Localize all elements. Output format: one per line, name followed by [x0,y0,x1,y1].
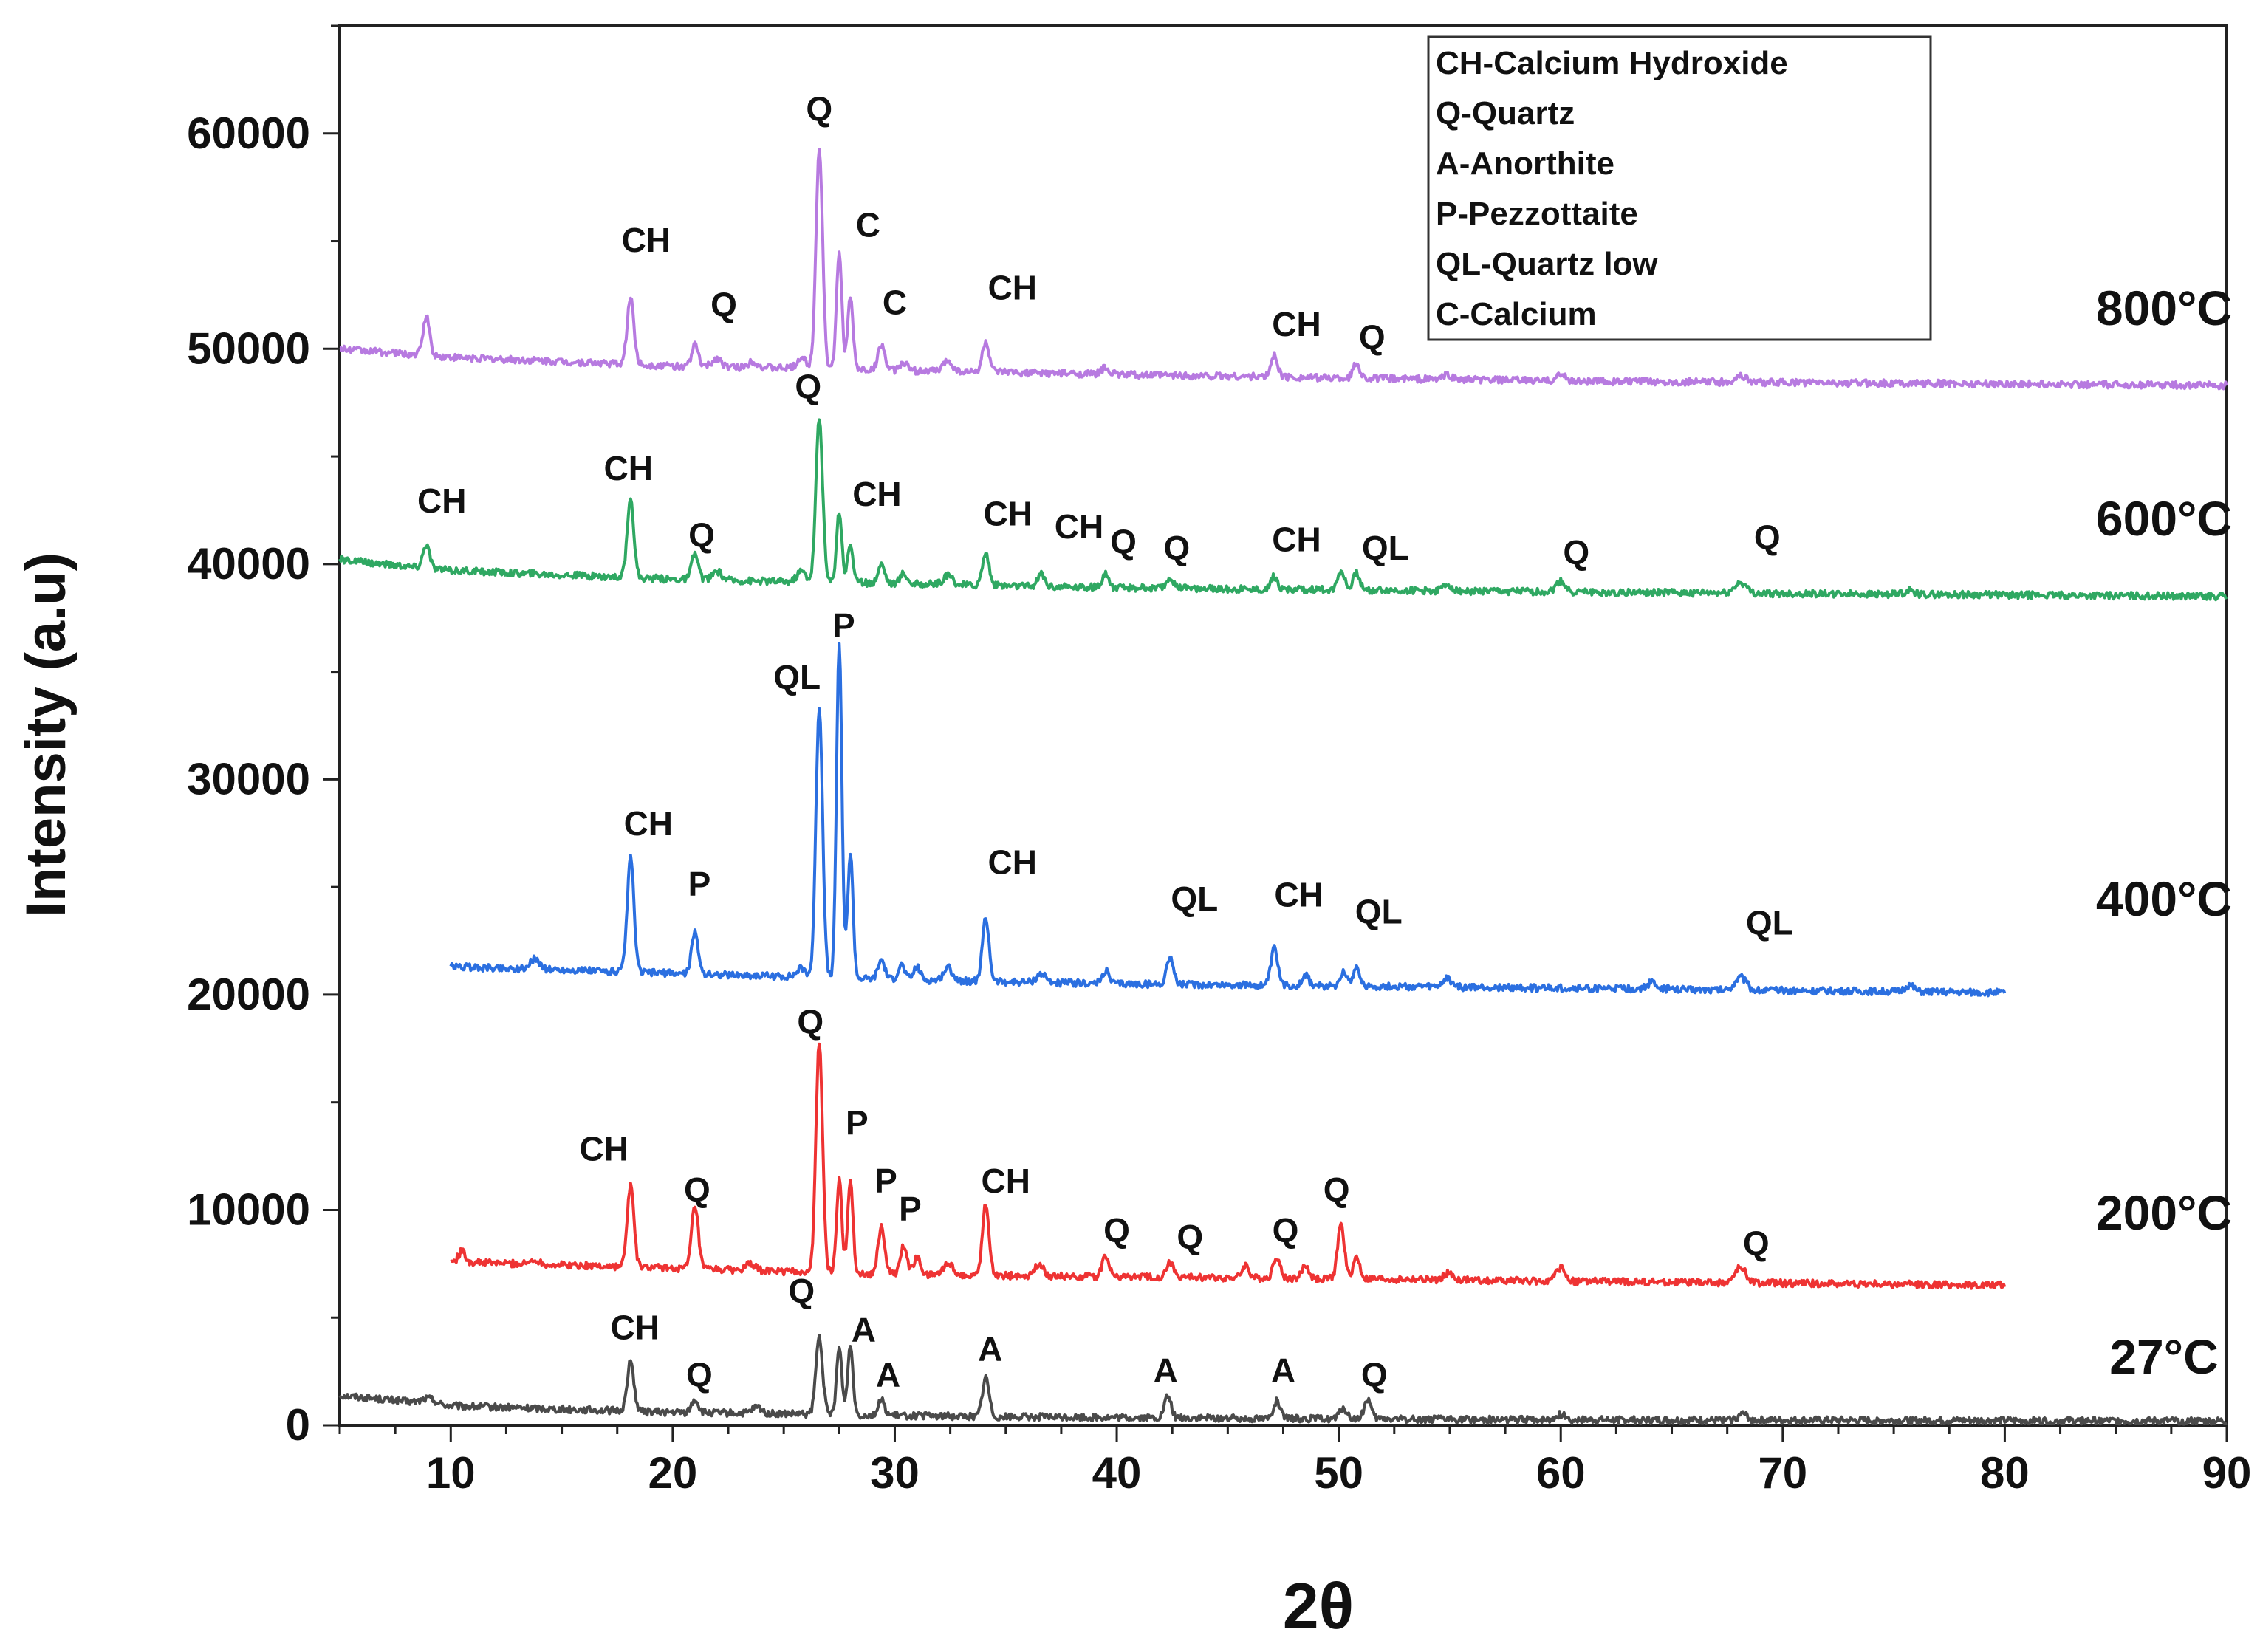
peak-label: Q [1324,1171,1350,1209]
legend-entry: Q-Quartz [1436,95,1575,131]
peak-label: Q [688,516,715,555]
peak-label: QL [1362,529,1409,567]
temperature-label: 400°C [2096,871,2232,926]
peak-label: QL [1746,903,1793,942]
peak-label: Q [1361,1356,1388,1394]
peak-label: C [856,206,880,244]
x-tick-label: 40 [1092,1448,1142,1498]
peak-label: Q [1754,518,1781,556]
x-tick-label: 20 [648,1448,698,1498]
y-tick-label: 30000 [187,754,310,803]
peak-label: A [1271,1351,1295,1390]
x-tick-label: 10 [426,1448,476,1498]
x-tick-label: 90 [2202,1448,2252,1498]
y-tick-label: 50000 [187,323,310,373]
peak-label: Q [1110,522,1137,561]
peak-label: Q [1743,1224,1770,1263]
x-axis-title: 2θ [1283,1569,1355,1642]
y-tick-label: 0 [286,1400,310,1450]
peak-label: A [978,1330,1002,1368]
peak-label: CH [982,1162,1030,1200]
peak-label: C [883,284,907,322]
peak-label: Q [795,367,821,405]
legend: CH-Calcium Hydroxide Q-Quartz A-Anorthit… [1427,35,1932,341]
peak-label: CH [988,268,1037,306]
series-line-400°C [449,642,2007,998]
legend-box [1427,35,1932,341]
temperature-label: 600°C [2096,491,2232,546]
peak-label: CH [611,1308,660,1346]
temperature-label: 200°C [2096,1185,2232,1240]
peak-label: CH [1055,507,1103,546]
x-tick-label: 80 [1980,1448,2030,1498]
series-layer [338,148,2228,1426]
legend-entry: C-Calcium [1436,296,1597,332]
legend-entry: CH-Calcium Hydroxide [1436,45,1788,81]
peak-label: CH [1272,520,1321,558]
peak-label: QL [773,658,821,696]
peak-label: Q [788,1272,815,1310]
series-line-27°C [338,1334,2228,1426]
peak-label: P [846,1103,869,1142]
peak-label: A [1154,1351,1178,1390]
peak-label: P [899,1190,922,1228]
y-tick-label: 60000 [187,109,310,158]
peak-label: Q [686,1356,713,1394]
peak-label: P [832,606,855,645]
peak-label: QL [1355,893,1403,931]
peak-label: Q [797,1002,823,1041]
peak-label: P [874,1162,897,1200]
series-line-800°C [339,148,2228,391]
peak-label: Q [1177,1218,1203,1256]
peak-label: CH [417,481,466,520]
y-axis-title: Intensity (a.u) [15,552,78,917]
peak-label: Q [1563,533,1589,572]
peak-label: Q [806,89,832,128]
y-tick-label: 10000 [187,1185,310,1234]
series-line-600°C [338,418,2228,602]
peak-label: Q [684,1171,710,1209]
y-tick-label: 20000 [187,970,310,1019]
x-tick-label: 70 [1758,1448,1807,1498]
peak-label: Q [1163,529,1190,567]
peak-label: Q [1103,1211,1130,1250]
peak-label: Q [1359,318,1386,356]
peak-label: CH [622,221,671,259]
y-axis: 0 10000 20000 30000 40000 50000 60000 [187,24,340,1450]
series-line-200°C [450,1042,2007,1290]
legend-entry: A-Anorthite [1436,145,1614,182]
peak-label: CH [604,449,653,487]
temperature-label: 800°C [2096,281,2232,335]
peak-label: CH [1274,875,1323,914]
peak-label: A [852,1310,876,1348]
x-tick-label: 60 [1536,1448,1586,1498]
y-tick-label: 40000 [187,539,310,589]
x-axis: 10 20 30 40 50 60 70 80 90 [338,1425,2252,1498]
peak-label: A [876,1356,900,1394]
peak-label: QL [1171,880,1218,918]
x-tick-label: 30 [870,1448,920,1498]
peak-label: CH [1272,305,1321,343]
peak-label: CH [988,843,1037,882]
peak-label: CH [984,494,1033,532]
peak-label: Q [1273,1211,1299,1250]
peak-label: CH [852,475,901,513]
legend-entry: P-Pezzottaite [1436,196,1638,232]
peak-label: P [688,865,711,903]
temperature-label: 27°C [2109,1329,2218,1384]
peak-label: Q [710,286,737,324]
peak-label: CH [624,804,673,843]
legend-entry: QL-Quartz low [1436,246,1658,282]
peak-label: CH [579,1129,628,1168]
x-tick-label: 50 [1314,1448,1363,1498]
